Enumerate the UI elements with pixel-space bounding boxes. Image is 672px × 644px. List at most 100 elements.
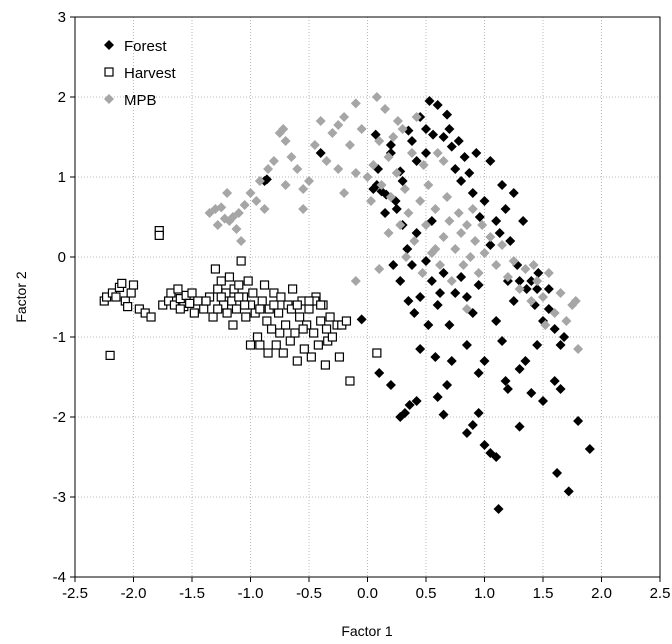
data-point	[538, 396, 548, 406]
data-point	[268, 156, 279, 166]
data-point	[423, 180, 434, 190]
data-point	[491, 316, 502, 326]
axis-ticks	[70, 16, 661, 582]
data-point	[406, 136, 417, 146]
data-point	[500, 204, 511, 214]
series-forest	[259, 96, 595, 514]
data-point	[281, 320, 291, 330]
data-point	[350, 276, 361, 286]
data-point	[304, 176, 314, 186]
data-point	[327, 332, 337, 342]
data-point	[376, 180, 387, 190]
data-point	[255, 340, 265, 350]
data-point	[549, 308, 560, 318]
data-point	[275, 328, 285, 338]
x-tick-label: -1.0	[238, 585, 264, 602]
data-point	[406, 148, 417, 158]
data-point	[479, 196, 490, 206]
data-point	[561, 316, 572, 326]
data-point	[380, 104, 391, 114]
data-point	[450, 244, 461, 254]
data-point	[514, 364, 525, 374]
data-point	[263, 164, 274, 174]
data-point	[423, 320, 434, 330]
data-point	[199, 304, 209, 314]
data-point	[409, 236, 420, 246]
x-tick-label: -2.5	[62, 585, 88, 602]
data-point	[212, 220, 223, 230]
data-point	[241, 312, 251, 322]
data-point	[532, 284, 543, 294]
data-point	[450, 288, 461, 298]
data-point	[356, 314, 367, 325]
data-point	[432, 392, 443, 402]
data-point	[339, 112, 350, 122]
series-harvest	[99, 226, 382, 386]
data-point	[555, 340, 566, 350]
data-point	[383, 152, 394, 162]
data-point	[415, 344, 426, 354]
data-point	[555, 384, 566, 394]
data-point	[219, 213, 230, 224]
data-point	[193, 296, 203, 306]
y-tick-label: 3	[58, 9, 66, 26]
mpb-marker-icon	[104, 94, 114, 104]
data-point	[494, 228, 505, 238]
legend-label-mpb: MPB	[124, 92, 157, 109]
data-point	[411, 156, 422, 166]
data-point	[442, 192, 453, 202]
data-point	[403, 296, 414, 306]
legend-label-harvest: Harvest	[124, 65, 177, 82]
data-point	[471, 148, 482, 158]
data-point	[380, 208, 391, 218]
data-point	[123, 302, 133, 312]
data-point	[584, 444, 595, 454]
data-point	[126, 288, 136, 298]
data-point	[442, 380, 453, 390]
data-point	[461, 304, 472, 314]
data-point	[430, 352, 441, 362]
data-point	[532, 340, 543, 350]
data-point	[442, 109, 453, 120]
data-point	[479, 248, 490, 258]
data-point	[395, 276, 406, 286]
data-point	[421, 148, 431, 158]
data-point	[216, 202, 227, 213]
data-point	[128, 280, 139, 290]
data-point	[520, 264, 531, 274]
data-point	[356, 124, 367, 134]
data-point	[248, 288, 258, 298]
data-point	[438, 132, 449, 142]
y-tick-label: 2	[58, 89, 66, 106]
data-point	[245, 188, 256, 198]
data-point	[315, 148, 326, 158]
y-tick-label: -1	[53, 329, 66, 346]
data-point	[404, 400, 415, 410]
data-point	[292, 356, 302, 366]
data-point	[485, 240, 496, 250]
data-point	[432, 300, 443, 310]
data-point	[372, 348, 382, 358]
data-point	[243, 276, 253, 286]
data-point	[117, 278, 127, 288]
data-point	[208, 312, 218, 322]
data-point	[438, 409, 449, 420]
data-point	[450, 164, 461, 174]
data-point	[105, 350, 115, 360]
data-point	[313, 340, 323, 350]
y-tick-label: 0	[58, 249, 66, 266]
data-point	[435, 288, 446, 298]
x-tick-label: 1.5	[533, 585, 554, 602]
data-point	[502, 384, 513, 394]
data-point	[261, 174, 272, 185]
data-point	[540, 320, 551, 330]
data-point	[473, 268, 484, 278]
data-point	[231, 304, 242, 314]
data-point	[304, 296, 314, 306]
data-point	[573, 416, 584, 426]
data-point	[154, 230, 164, 240]
data-point	[316, 300, 326, 310]
data-point	[374, 264, 385, 274]
data-point	[309, 140, 320, 150]
data-point	[240, 300, 250, 310]
